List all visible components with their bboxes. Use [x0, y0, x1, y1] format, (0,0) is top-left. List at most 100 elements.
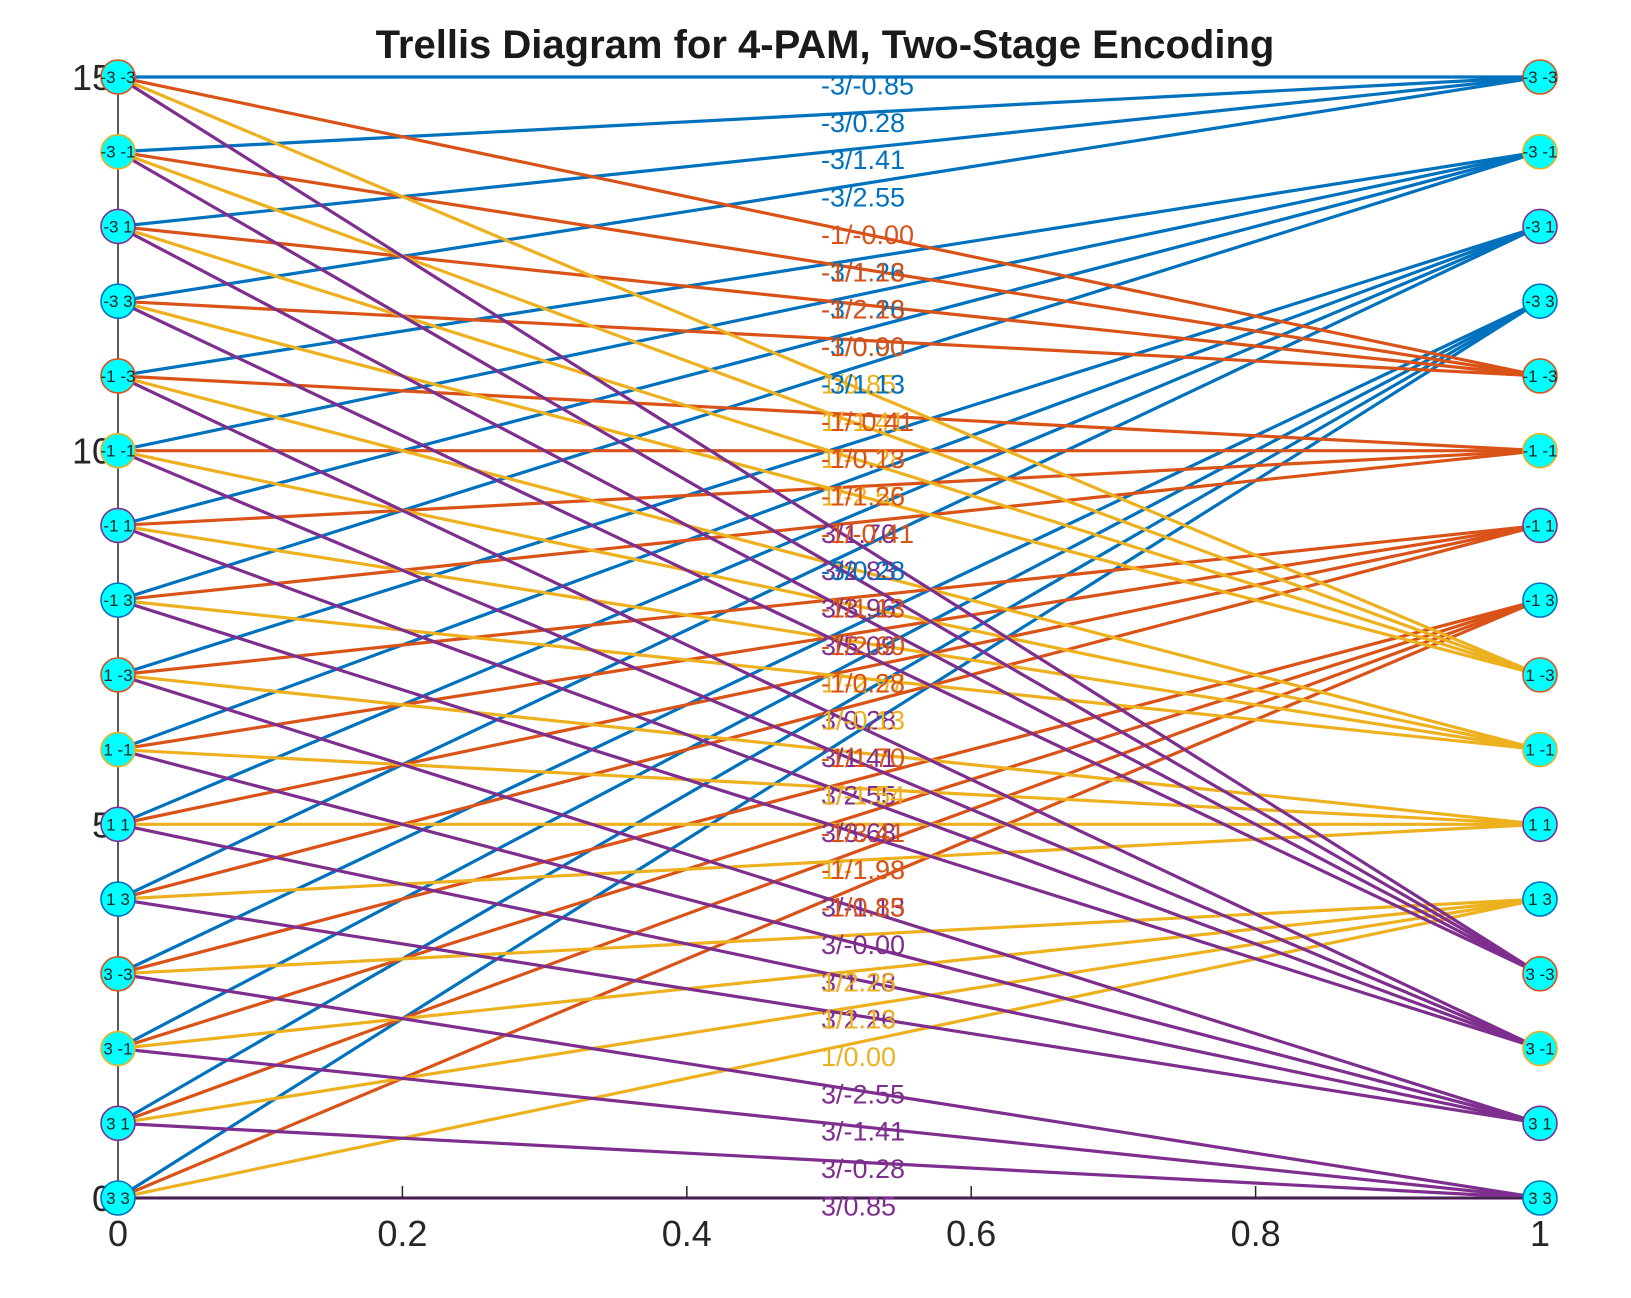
state-node-right — [1522, 432, 1558, 469]
edge-label: -3/2.55 — [821, 183, 905, 213]
transition-edge — [116, 972, 1542, 1200]
edge-label: -1/2.13 — [821, 295, 905, 325]
state-node-label-left: 1 3 — [106, 890, 130, 909]
state-nodes: -3 -3 -3 -3 -3 -1 -3 -1 -3 1 -3 1 -3 3 -3 3 -1 -… — [100, 59, 1558, 1216]
x-tick-label: 0.8 — [1231, 1213, 1281, 1254]
state-node-left — [100, 133, 136, 170]
state-node-label-right: 3 -1 — [1525, 1040, 1554, 1059]
edge-label: 1/-1.98 — [821, 855, 905, 885]
state-node-left — [100, 657, 136, 693]
state-node-left — [100, 881, 136, 917]
transition-edge — [116, 150, 1542, 677]
edge-label: 3/3.68 — [821, 818, 896, 848]
state-node-left — [100, 283, 136, 320]
edge-label: -1/1.13 — [821, 594, 905, 624]
state-node-left — [100, 432, 136, 469]
state-node-label-right: 1 3 — [1528, 890, 1552, 909]
edge-label: 1/1.13 — [821, 1005, 896, 1035]
state-node-left — [100, 59, 136, 95]
transition-edge — [116, 224, 1542, 677]
transition-edge — [116, 897, 1542, 1125]
edge-label: -1/1.98 — [821, 855, 905, 885]
edge-label: 1/-1.41 — [821, 407, 905, 437]
edge-label: 3/2.26 — [821, 1005, 896, 1035]
state-node-label-right: -1 -1 — [1523, 442, 1558, 461]
state-node-right — [1522, 582, 1558, 618]
transition-edge — [116, 449, 1542, 1051]
state-node-label-right: 1 1 — [1528, 815, 1552, 834]
state-node-left — [100, 358, 136, 394]
edge-label: -1/2.60 — [821, 631, 905, 661]
state-node-label-left: -3 -1 — [101, 143, 136, 162]
state-node-right — [1522, 133, 1558, 170]
state-node-label-right: -3 3 — [1525, 292, 1554, 311]
edge-label: -1/-0.41 — [821, 519, 914, 549]
transition-edge — [116, 299, 1542, 677]
chart-title: Trellis Diagram for 4-PAM, Two-Stage Enc… — [376, 23, 1275, 67]
state-node-right — [1522, 1180, 1558, 1216]
transition-edge — [116, 75, 1542, 154]
edge-label: -3/2.26 — [821, 295, 905, 325]
state-node-left — [100, 1180, 136, 1216]
edge-label: -3/1.26 — [821, 257, 905, 287]
transition-edge — [116, 374, 1542, 1051]
edge-label: 1/-2.55 — [821, 482, 905, 512]
state-node-label-left: -1 -1 — [101, 442, 136, 461]
x-tick-label: 0.6 — [946, 1213, 996, 1254]
transition-edge — [116, 75, 1542, 229]
edge-label: 3/-0.28 — [821, 1154, 905, 1184]
state-node-right — [1522, 955, 1558, 992]
edge-label: -3/1.41 — [821, 145, 905, 175]
state-node-label-left: 1 1 — [106, 815, 130, 834]
transition-edge — [116, 1121, 1542, 1200]
x-tick-label: 0 — [108, 1213, 128, 1254]
state-node-label-left: -1 3 — [103, 591, 132, 610]
state-node-right — [1522, 358, 1558, 394]
edge-label: -1/1.13 — [821, 257, 905, 287]
edge-label: -1/0.90 — [821, 332, 905, 362]
transition-edge — [116, 1046, 1542, 1200]
edge-labels: -3/-0.85 -3/0.28 -3/1.41 -3/2.55 -1/-0.00 -3/… — [821, 70, 914, 1221]
x-tick-label: 1 — [1530, 1213, 1550, 1254]
edge-label: 1/-0.28 — [821, 444, 905, 474]
transition-edge — [116, 75, 1542, 976]
transition-edge — [116, 150, 1542, 976]
transition-edge — [116, 75, 1542, 677]
edge-label: 3/1.70 — [821, 519, 896, 549]
state-node-left — [100, 507, 136, 544]
edge-label: 1/0.00 — [821, 1042, 896, 1072]
state-node-right — [1522, 208, 1558, 245]
transition-edge — [116, 299, 1542, 378]
transition-edge — [116, 598, 1542, 1051]
state-node-right — [1522, 881, 1558, 917]
edge-label: -1/-0.41 — [821, 407, 914, 437]
x-tick-label: 0.2 — [377, 1213, 427, 1254]
x-tick-label: 0.4 — [662, 1213, 712, 1254]
state-node-label-right: 3 -3 — [1525, 965, 1554, 984]
state-node-label-right: -3 1 — [1525, 217, 1554, 236]
state-node-right — [1522, 507, 1558, 544]
transition-edge — [116, 747, 1542, 1125]
edge-label: 3/-2.55 — [821, 1079, 905, 1109]
edge-label: -3/0.28 — [821, 556, 905, 586]
edge-label: 3/2.55 — [821, 780, 896, 810]
state-node-label-right: -1 -3 — [1523, 367, 1558, 386]
transition-edge — [116, 523, 1542, 1051]
state-node-left — [100, 731, 136, 768]
transition-edge — [116, 75, 1542, 378]
transition-edge — [116, 598, 1542, 752]
state-node-label-right: 1 -1 — [1525, 741, 1554, 760]
transition-edge — [116, 224, 1542, 976]
state-node-left — [100, 582, 136, 618]
transition-edge — [116, 150, 1542, 378]
state-node-right — [1522, 806, 1558, 843]
transition-edge — [116, 224, 1542, 378]
state-node-right — [1522, 1030, 1558, 1067]
edge-label: -1/0.28 — [821, 668, 905, 698]
edge-label: 3/3.96 — [821, 594, 896, 624]
state-node-left — [100, 955, 136, 992]
edge-label: -3/0.00 — [821, 332, 905, 362]
edge-label: 3/-0.00 — [821, 930, 905, 960]
trellis-edges — [116, 75, 1542, 1200]
